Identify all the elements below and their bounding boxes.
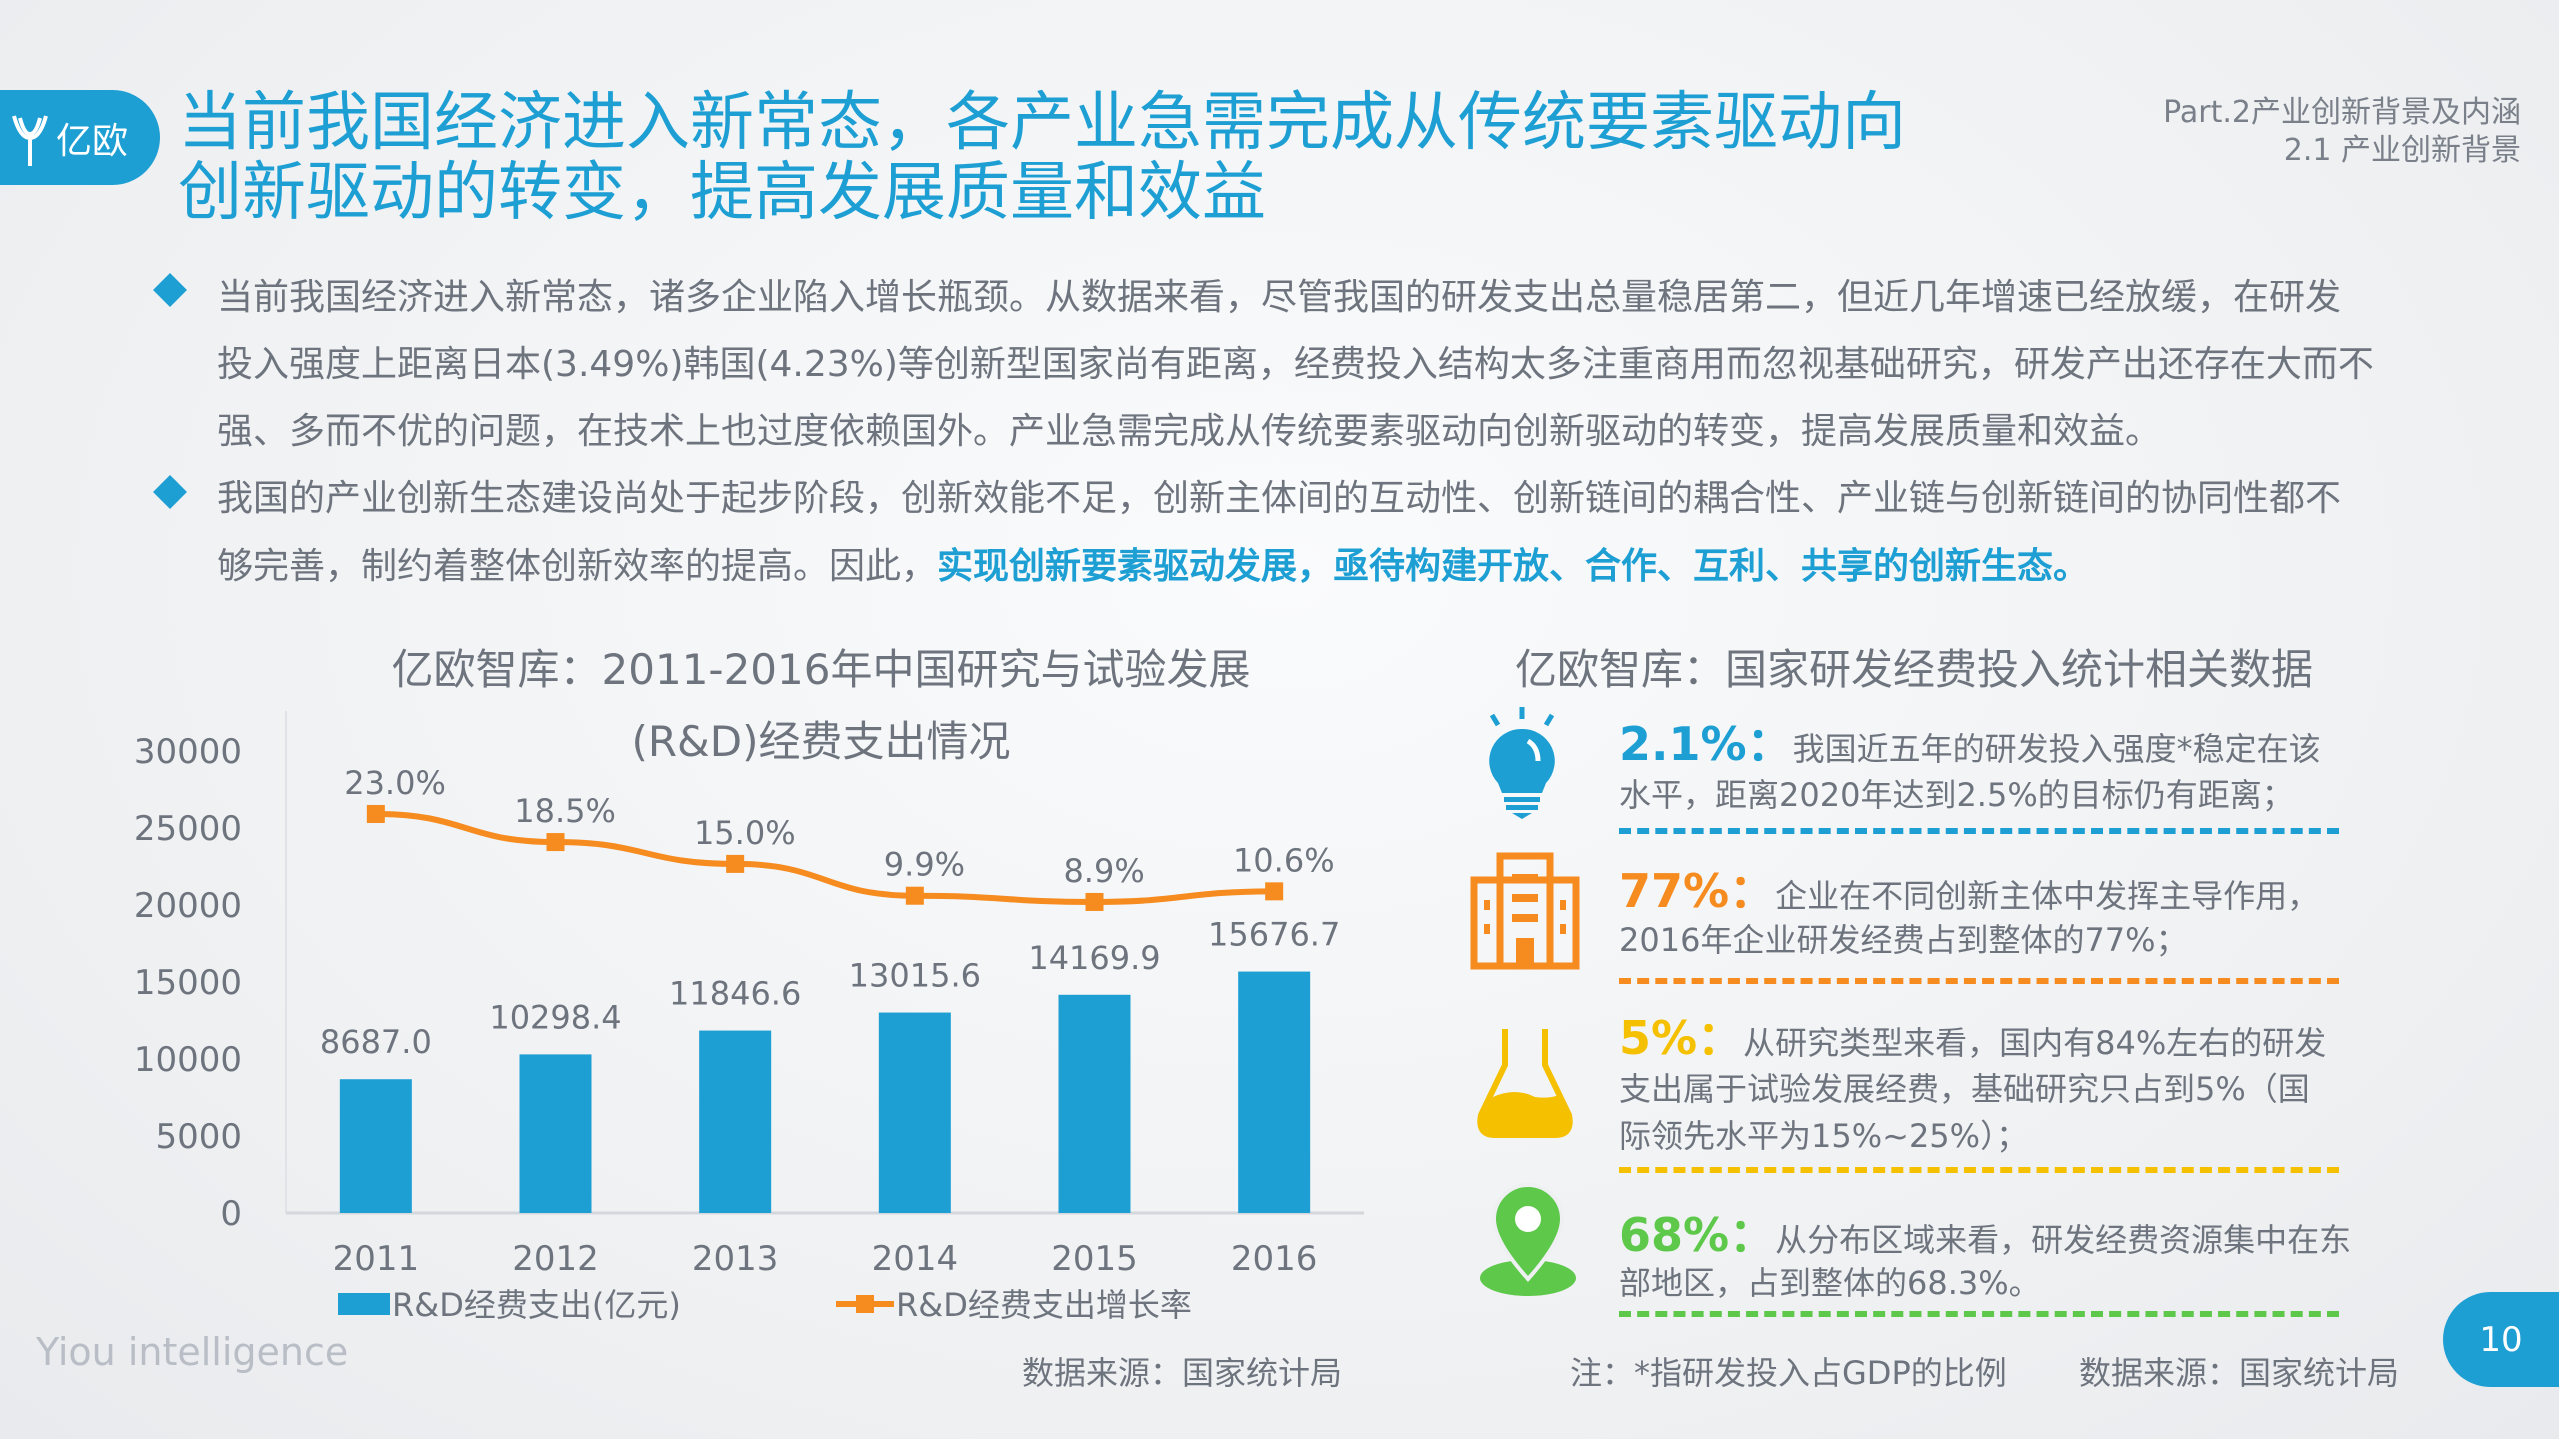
bullet-2-text: 够完善，制约着整体创新效率的提高。因此， xyxy=(217,546,938,587)
stat-value: 77%： xyxy=(1619,864,1776,918)
y-tick-label: 5000 xyxy=(155,1117,242,1157)
bar xyxy=(699,1030,772,1213)
line-marker xyxy=(1085,892,1104,911)
bullet-1-line: 投入强度上距离日本(3.49%)韩国(4.23%)等创新型国家尚有距离，经费投入… xyxy=(217,344,2374,385)
logo-text: 亿欧 xyxy=(56,120,129,162)
divider xyxy=(1619,1311,2339,1317)
y-tick-label: 30000 xyxy=(134,732,242,772)
title-line-2: 创新驱动的转变，提高发展质量和效益 xyxy=(178,156,1266,230)
title-line-1: 当前我国经济进入新常态，各产业急需完成从传统要素驱动向 xyxy=(178,86,1906,160)
line-data-label: 10.6% xyxy=(1233,841,1335,879)
stat-item-research-type: 5%：从研究类型来看，国内有84%左右的研发 xyxy=(1619,1002,2326,1068)
stat-text: 我国近五年的研发投入强度*稳定在该 xyxy=(1792,730,2321,768)
stat-text: 2016年企业研发经费占到整体的77%； xyxy=(1619,921,2188,959)
building-icon xyxy=(1470,852,1580,970)
y-tick-label: 10000 xyxy=(134,1040,242,1080)
bullet-1-line: 当前我国经济进入新常态，诸多企业陷入增长瓶颈。从数据来看，尽管我国的研发支出总量… xyxy=(217,277,2342,318)
x-tick-label: 2012 xyxy=(512,1239,599,1279)
stat-value: 2.1%： xyxy=(1619,717,1793,771)
bar-data-label: 11846.6 xyxy=(669,975,801,1013)
bar xyxy=(1238,971,1311,1213)
logo-icon xyxy=(12,114,48,166)
stat-text: 际领先水平为15%~25%）； xyxy=(1619,1117,2029,1155)
bar-data-label: 10298.4 xyxy=(489,998,621,1036)
bar-data-label: 15676.7 xyxy=(1208,916,1340,954)
y-tick-label: 15000 xyxy=(134,963,242,1003)
right-source: 数据来源：国家统计局 xyxy=(2079,1354,2400,1392)
y-tick-label: 20000 xyxy=(134,886,242,926)
bar xyxy=(339,1079,412,1213)
x-tick-label: 2013 xyxy=(692,1239,779,1279)
bullet-2-line: 够完善，制约着整体创新效率的提高。因此，实现创新要素驱动发展，亟待构建开放、合作… xyxy=(217,537,2089,589)
legend-bar-swatch xyxy=(338,1293,390,1315)
line-data-label: 15.0% xyxy=(694,814,796,852)
section-header: Part.2产业创新背景及内涵 2.1 产业创新背景 xyxy=(2163,94,2521,170)
footnote: 注：*指研发投入占GDP的比例 xyxy=(1570,1354,2007,1392)
bar-data-label: 8687.0 xyxy=(320,1023,432,1061)
bullet-2-line: 我国的产业创新生态建设尚处于起步阶段，创新效能不足，创新主体间的互动性、创新链间… xyxy=(217,478,2342,519)
stat-text: 从研究类型来看，国内有84%左右的研发 xyxy=(1743,1024,2327,1062)
line-marker xyxy=(546,833,565,852)
bar xyxy=(878,1012,951,1213)
divider xyxy=(1619,978,2339,984)
stat-value: 68%： xyxy=(1619,1208,1776,1262)
part-label: Part.2产业创新背景及内涵 xyxy=(2163,95,2521,130)
flask-icon xyxy=(1477,1029,1573,1138)
yiou-logo: 亿欧 xyxy=(0,90,160,185)
stat-item-enterprise: 77%：企业在不同创新主体中发挥主导作用， xyxy=(1619,855,2319,921)
legend-line-label: R&D经费支出增长率 xyxy=(896,1286,1192,1324)
x-tick-label: 2015 xyxy=(1051,1239,1138,1279)
x-tick-label: 2016 xyxy=(1231,1239,1318,1279)
watermark: Yiou intelligence xyxy=(36,1330,349,1374)
chart-title-line-1: 亿欧智库：2011-2016年中国研究与试验发展 xyxy=(391,645,1251,694)
right-panel-title: 亿欧智库：国家研发经费投入统计相关数据 xyxy=(1515,645,2314,694)
line-marker xyxy=(366,804,385,823)
bar xyxy=(1058,994,1131,1213)
divider xyxy=(1619,1167,2339,1173)
stat-text: 企业在不同创新主体中发挥主导作用， xyxy=(1775,877,2320,915)
bar-data-label: 14169.9 xyxy=(1028,939,1160,977)
stat-value: 5%： xyxy=(1619,1011,1744,1065)
x-tick-label: 2011 xyxy=(333,1239,420,1279)
line-data-label: 9.9% xyxy=(884,846,965,884)
rd-chart: 0 5000 10000 15000 20000 25000 30000 2011 8687.0… xyxy=(134,711,1364,1324)
line-data-label: 18.5% xyxy=(514,792,616,830)
bullet-2-highlight: 实现创新要素驱动发展，亟待构建开放、合作、互利、共享的创新生态。 xyxy=(937,546,2090,587)
growth-rate-line xyxy=(375,810,1275,905)
bar xyxy=(519,1054,592,1213)
line-marker xyxy=(726,854,745,873)
page-title: 当前我国经济进入新常态，各产业急需完成从传统要素驱动向 创新驱动的转变，提高发展… xyxy=(178,88,1978,228)
line-marker xyxy=(1265,882,1284,901)
stat-text: 水平，距离2020年达到2.5%的目标仍有距离； xyxy=(1619,776,2294,814)
line-data-label: 23.0% xyxy=(344,764,446,802)
section-label: 2.1 产业创新背景 xyxy=(2283,133,2521,168)
chart-title-line-2: (R&D)经费支出情况 xyxy=(631,717,1011,766)
legend-line-marker xyxy=(856,1295,874,1313)
divider xyxy=(1619,828,2339,834)
y-tick-label: 25000 xyxy=(134,809,242,849)
lightbulb-icon xyxy=(1489,707,1555,819)
chart-source: 数据来源：国家统计局 xyxy=(1022,1354,1343,1392)
legend-bar-label: R&D经费支出(亿元) xyxy=(392,1286,681,1324)
stat-text: 部地区，占到整体的68.3%。 xyxy=(1619,1264,2041,1302)
bullet-1-line: 强、多而不优的问题，在技术上也过度依赖国外。产业急需完成从传统要素驱动向创新驱动… xyxy=(217,411,2162,452)
location-pin-icon xyxy=(1480,1183,1576,1296)
line-data-label: 8.9% xyxy=(1063,852,1144,890)
y-tick-label: 0 xyxy=(220,1194,242,1234)
stat-item-region: 68%：从分布区域来看，研发经费资源集中在东 xyxy=(1619,1199,2351,1265)
x-tick-label: 2014 xyxy=(872,1239,959,1279)
line-marker xyxy=(905,886,924,905)
stat-text: 从分布区域来看，研发经费资源集中在东 xyxy=(1775,1221,2352,1259)
bar-data-label: 13015.6 xyxy=(849,957,981,995)
page-number: 10 xyxy=(2443,1292,2559,1387)
stat-item-rd-intensity: 2.1%：我国近五年的研发投入强度*稳定在该 xyxy=(1619,708,2321,774)
stat-text: 支出属于试验发展经费，基础研究只占到5%（国 xyxy=(1619,1070,2310,1108)
